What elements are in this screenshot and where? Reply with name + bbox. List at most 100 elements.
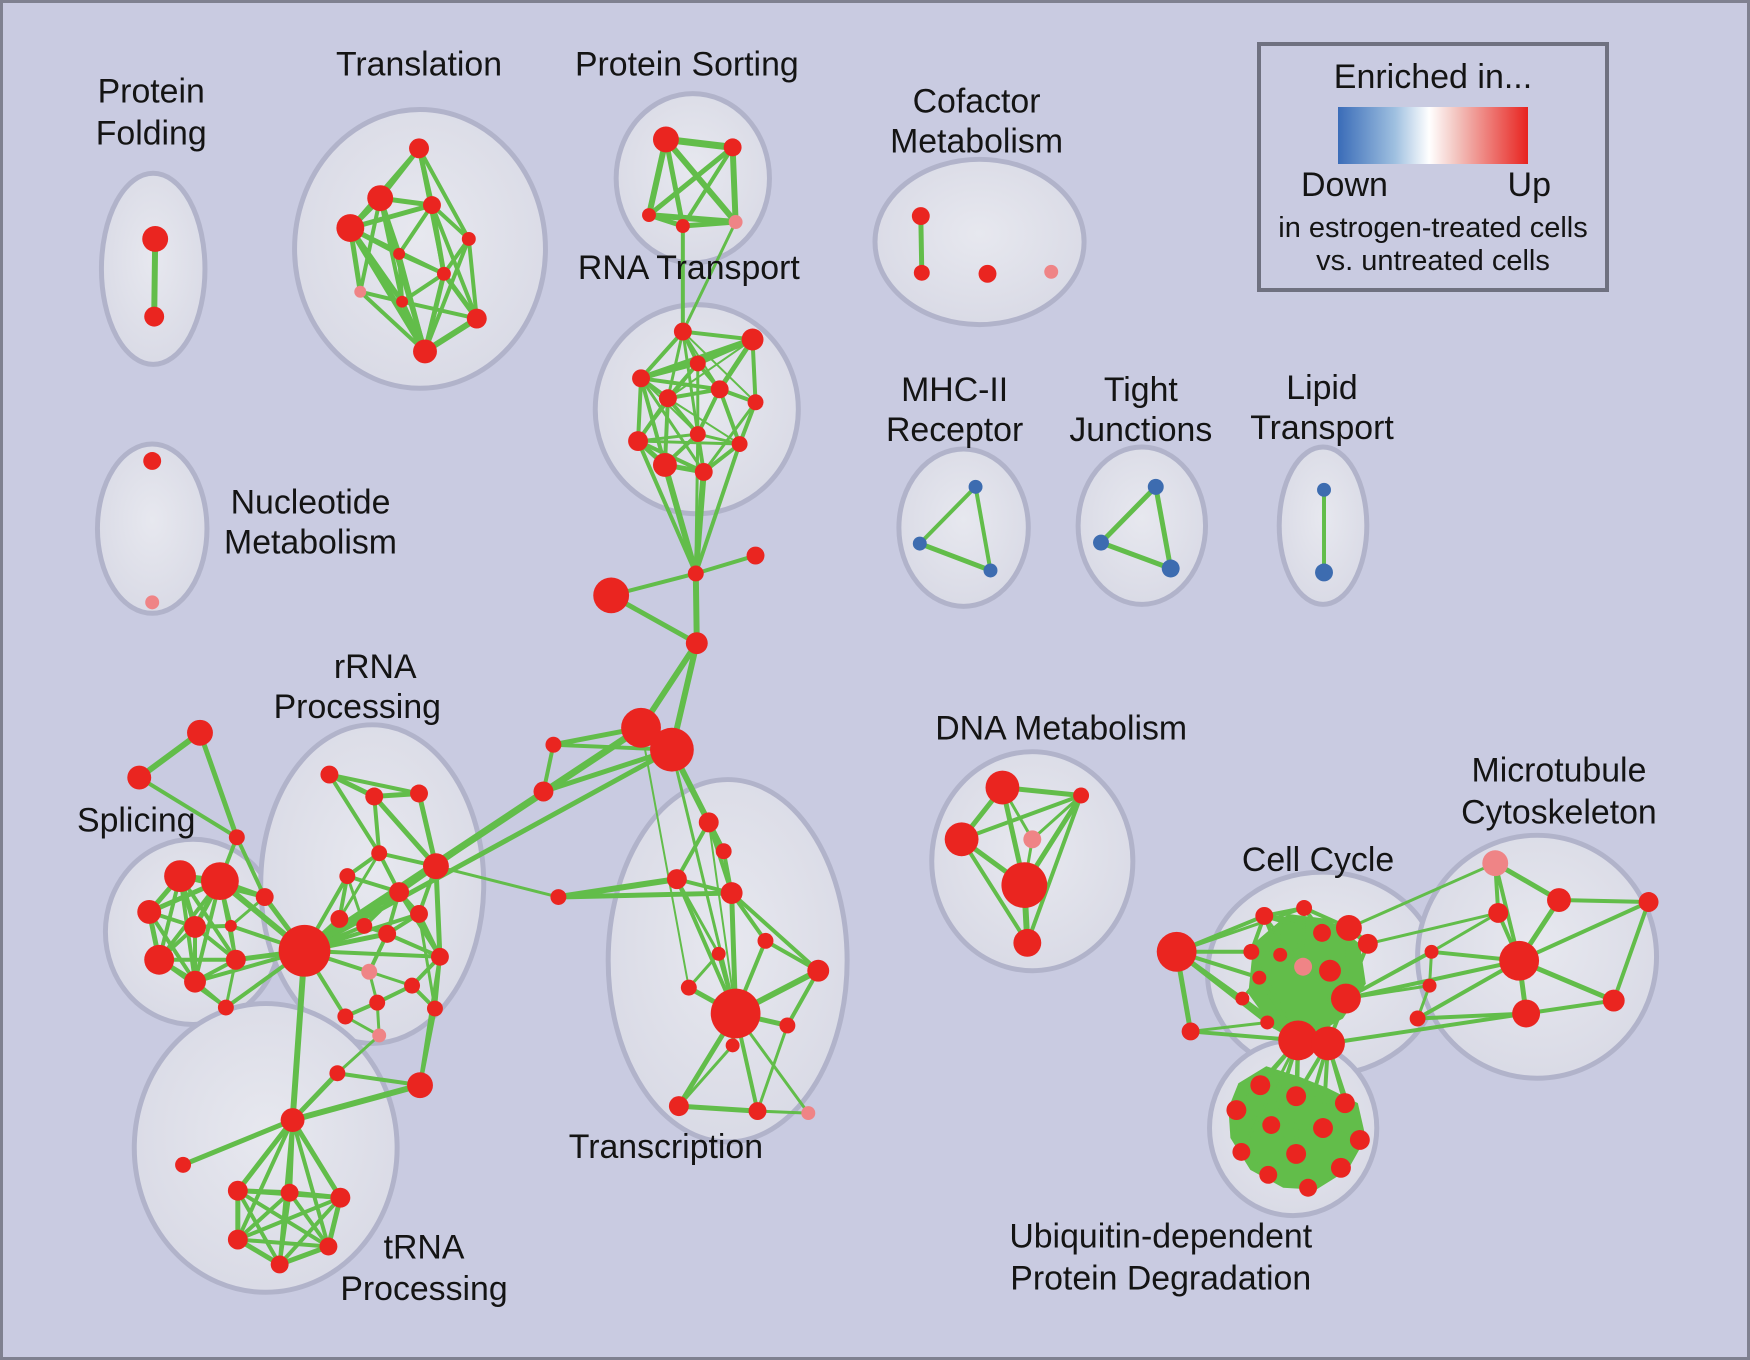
gene-set-node-57 [137,900,162,924]
edge [661,461,699,577]
edge [1030,793,1083,841]
gene-set-node-10 [396,295,409,308]
gene-set-node-141 [1226,1100,1247,1121]
edge [358,289,427,354]
gene-set-node-150 [1259,1165,1278,1184]
edge [693,553,758,576]
edge [433,789,546,869]
gene-set-node-23 [658,389,677,408]
gene-set-node-54 [228,829,245,846]
gene-set-node-53 [127,765,152,790]
gene-set-node-104 [779,1017,796,1034]
gene-set-node-58 [184,915,206,938]
gene-set-node-44 [983,563,998,578]
edge [1611,900,1651,1003]
gene-set-node-135 [1424,944,1439,959]
edge [429,202,447,277]
gene-set-node-0 [142,226,169,252]
gene-set-node-83 [372,1028,387,1043]
edge [674,820,711,882]
gene-set-node-21 [632,369,650,388]
edge [692,570,700,647]
gene-set-node-125 [1319,959,1341,982]
gene-set-node-24 [747,394,764,411]
gene-set-node-43 [912,536,927,551]
edge [400,299,479,321]
gene-set-node-4 [423,196,441,215]
gene-set-node-61 [184,970,206,993]
gene-set-node-110 [1073,787,1090,804]
gene-set-node-130 [1278,1020,1319,1061]
gene-set-node-2 [409,138,429,159]
gene-set-node-26 [628,431,649,452]
edge [337,851,381,921]
cluster-label: Metabolism [224,524,397,562]
gene-set-node-148 [1286,1143,1307,1164]
gene-set-node-31 [746,546,765,565]
gene-set-node-75 [356,917,373,934]
edge [397,203,434,256]
cluster-label: rRNA [334,648,417,686]
edge [327,772,382,856]
edge [917,484,978,546]
gene-set-node-88 [227,1180,248,1201]
edge [639,376,706,474]
gene-set-node-42 [968,479,983,494]
edge [666,338,754,400]
edge [973,484,993,573]
edge [917,541,993,573]
gene-set-node-5 [336,214,365,242]
gene-set-node-3 [367,185,394,212]
cluster-label: Ubiquitin-dependent [1009,1217,1312,1255]
edge [692,468,707,577]
gene-set-node-124 [1294,957,1313,976]
edge [1366,911,1500,946]
legend-caption-line1: in estrogen-treated cells [1278,212,1588,244]
edge [636,376,644,444]
edge [1098,540,1174,571]
edge [137,775,239,840]
edge [729,891,821,973]
gene-set-node-142 [1250,1075,1271,1096]
gene-set-node-69 [371,845,388,862]
edge [277,1190,292,1267]
gene-set-node-56 [200,862,239,901]
cluster-label: Protein [98,73,205,111]
cluster-label: DNA Metabolism [935,710,1187,748]
cluster-label: Processing [274,688,441,726]
gene-set-node-33 [685,632,708,655]
gene-set-node-65 [278,924,331,977]
edge [680,145,735,229]
gene-set-node-7 [393,247,406,260]
gene-set-node-73 [410,905,428,923]
gene-set-node-95 [698,812,719,833]
gene-set-node-96 [715,843,732,860]
gene-set-node-118 [1296,900,1313,916]
edge [197,730,240,840]
gene-set-node-147 [1232,1142,1251,1161]
legend-title: Enriched in... [1333,58,1533,96]
gene-set-node-102 [807,959,830,982]
edge [371,793,439,869]
gene-set-node-25 [689,426,706,443]
gene-set-node-138 [1602,989,1625,1012]
edge [347,202,435,231]
gene-set-node-122 [1335,914,1362,941]
edge [1524,998,1616,1016]
gene-set-node-47 [1161,559,1180,578]
gene-set-node-45 [1147,478,1164,495]
edge [347,225,428,355]
gene-set-node-15 [642,208,656,223]
edge [636,439,698,576]
gene-set-node-113 [1001,862,1048,908]
gene-set-node-136 [1499,940,1540,981]
gene-set-node-62 [225,949,246,970]
gene-set-node-107 [748,1102,767,1121]
edge [422,271,447,354]
cluster-ellipse-mhc-ii-receptor [896,446,1031,609]
edge [640,726,690,989]
cluster-ellipse-nucleotide-metabolism [94,441,210,616]
gene-set-node-11 [466,308,487,329]
gene-set-node-131 [1311,1026,1345,1061]
gene-set-node-123 [1357,933,1378,954]
